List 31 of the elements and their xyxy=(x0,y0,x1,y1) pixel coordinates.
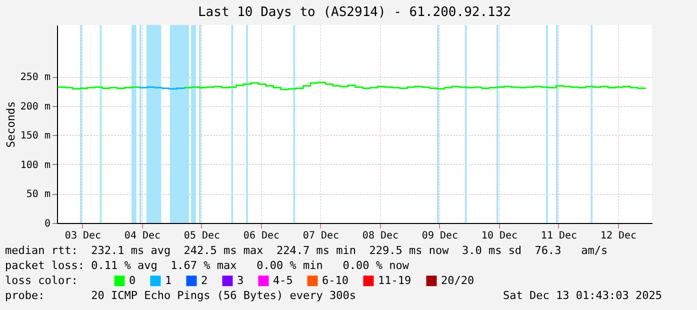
y-tick-label: 150 m xyxy=(20,130,50,142)
x-tick-label: 10 Dec xyxy=(481,230,518,242)
legend-label: 20/20 xyxy=(441,274,474,287)
text: median rtt: 232.1 ms avg 242.5 ms max 224.7 ms min 229.5 ms now 3.0 ms sd 76.3 am/s xyxy=(5,244,608,257)
chart-title: Last 10 Days to (AS2914) - 61.200.92.132 xyxy=(198,5,512,20)
x-tick-label: 09 Dec xyxy=(422,230,458,242)
legend-label: 1 xyxy=(165,274,172,287)
legend-label: 6-10 xyxy=(322,274,348,287)
legend-label: 4-5 xyxy=(273,274,293,287)
y-axis-title: Seconds xyxy=(4,101,18,148)
text: Sat Dec 13 01:43:03 2025 xyxy=(503,289,662,302)
y-tick-label: 0 xyxy=(44,218,50,230)
x-tick-label: 06 Dec xyxy=(243,230,280,242)
x-tick-label: 03 Dec xyxy=(64,230,102,242)
y-tick-label: 50 m xyxy=(26,189,50,200)
legend-label: 3 xyxy=(237,274,244,287)
legend-label: 11-19 xyxy=(378,274,412,287)
legend-label: 0 xyxy=(129,274,136,287)
x-tick-label: 12 Dec xyxy=(600,230,637,242)
x-tick-label: 07 Dec xyxy=(302,230,340,242)
text: probe: 20 ICMP Echo Pings (56 Bytes) every 300s xyxy=(5,289,356,302)
text: packet loss: 0.11 % avg 1.67 % max 0.00 % min 0.00 % now xyxy=(5,259,410,272)
x-tick-label: 05 Dec xyxy=(184,230,220,242)
y-tick-label: 100 m xyxy=(20,160,50,171)
x-tick-label: 11 Dec xyxy=(540,230,578,242)
y-tick-label: 250 m xyxy=(20,72,50,84)
legend-label: 2 xyxy=(201,274,208,287)
x-tick-label: 08 Dec xyxy=(362,230,399,242)
x-tick-label: 04 Dec xyxy=(124,230,161,242)
legend-title: loss color: xyxy=(5,274,78,287)
y-tick-label: 200 m xyxy=(20,101,50,112)
